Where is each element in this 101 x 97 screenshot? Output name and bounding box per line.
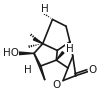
Text: O: O	[88, 65, 96, 75]
Polygon shape	[33, 38, 43, 44]
Polygon shape	[56, 52, 64, 60]
Text: O: O	[52, 80, 60, 90]
Text: HO: HO	[3, 48, 19, 58]
Text: H: H	[66, 43, 74, 54]
Polygon shape	[18, 52, 34, 55]
Text: H: H	[41, 4, 49, 14]
Text: H: H	[24, 65, 32, 75]
